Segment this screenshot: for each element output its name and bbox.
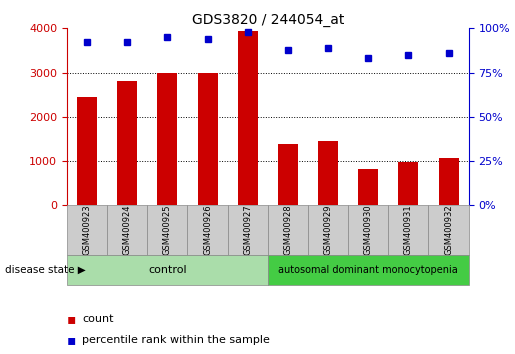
- Text: ▪: ▪: [67, 312, 76, 326]
- Text: control: control: [148, 265, 187, 275]
- Bar: [268, 205, 308, 255]
- Bar: [318, 141, 338, 205]
- Text: GSM400928: GSM400928: [283, 205, 293, 256]
- Bar: [308, 205, 348, 255]
- Bar: [228, 205, 268, 255]
- Bar: [439, 159, 459, 205]
- Bar: [268, 255, 469, 285]
- Text: autosomal dominant monocytopenia: autosomal dominant monocytopenia: [278, 265, 458, 275]
- Text: disease state ▶: disease state ▶: [5, 265, 86, 275]
- Text: GSM400927: GSM400927: [243, 205, 252, 256]
- Text: GSM400924: GSM400924: [123, 205, 132, 255]
- Text: ▪: ▪: [67, 333, 76, 347]
- Bar: [67, 255, 268, 285]
- Text: percentile rank within the sample: percentile rank within the sample: [82, 335, 270, 345]
- Bar: [399, 162, 419, 205]
- Text: GSM400931: GSM400931: [404, 205, 413, 256]
- Bar: [238, 30, 258, 205]
- Bar: [158, 73, 178, 205]
- Text: GSM400932: GSM400932: [444, 205, 453, 256]
- Text: GSM400923: GSM400923: [82, 205, 92, 256]
- Bar: [187, 205, 228, 255]
- Text: GSM400929: GSM400929: [323, 205, 333, 255]
- Bar: [117, 81, 138, 205]
- Bar: [428, 205, 469, 255]
- Bar: [198, 73, 218, 205]
- Text: GSM400925: GSM400925: [163, 205, 172, 255]
- Text: count: count: [82, 314, 114, 324]
- Bar: [77, 97, 97, 205]
- Bar: [388, 205, 428, 255]
- Bar: [67, 205, 107, 255]
- Text: GSM400926: GSM400926: [203, 205, 212, 256]
- Bar: [107, 205, 147, 255]
- Title: GDS3820 / 244054_at: GDS3820 / 244054_at: [192, 13, 344, 27]
- Bar: [348, 205, 388, 255]
- Bar: [147, 205, 187, 255]
- Bar: [358, 170, 378, 205]
- Text: GSM400930: GSM400930: [364, 205, 373, 256]
- Bar: [278, 144, 298, 205]
